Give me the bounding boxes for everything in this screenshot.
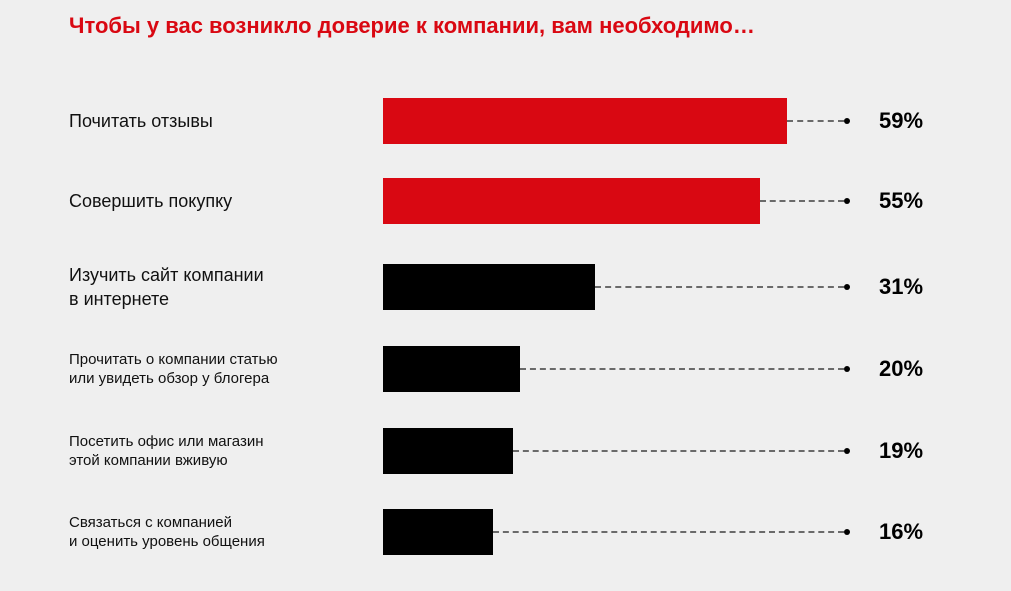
dashed-leader-line [760,200,844,202]
category-label: Посетить офис или магазин этой компании … [69,433,264,469]
bar [383,428,513,474]
chart-row: Изучить сайт компании в интернете 31% [0,264,1011,310]
chart-row: Прочитать о компании статью или увидеть … [0,346,1011,392]
value-label: 19% [879,438,924,463]
bar [383,346,520,392]
dashed-leader-line [787,120,844,122]
leader-dot-icon [844,366,850,372]
category-label: Почитать отзывы [69,111,213,131]
value-label: 20% [879,356,924,381]
dashed-leader-line [513,450,844,452]
leader-dot-icon [844,284,850,290]
bar [383,509,493,555]
chart-title: Чтобы у вас возникло доверие к компании,… [69,13,755,38]
leader-dot-icon [844,448,850,454]
category-label: Изучить сайт компании в интернете [69,265,264,309]
chart-row: Связаться с компанией и оценить уровень … [0,509,1011,555]
chart-row: Совершить покупку 55% [0,178,1011,224]
leader-dot-icon [844,118,850,124]
dashed-leader-line [520,368,844,370]
dashed-leader-line [595,286,844,288]
category-label: Совершить покупку [69,191,233,211]
bar [383,178,760,224]
chart-row: Почитать отзывы 59% [0,98,1011,144]
chart-row: Посетить офис или магазин этой компании … [0,428,1011,474]
value-label: 31% [879,274,924,299]
leader-dot-icon [844,529,850,535]
bar [383,98,787,144]
category-label: Связаться с компанией и оценить уровень … [69,514,265,550]
category-label: Прочитать о компании статью или увидеть … [69,351,278,387]
value-label: 55% [879,188,924,213]
value-label: 16% [879,519,924,544]
bar [383,264,595,310]
dashed-leader-line [493,531,844,533]
value-label: 59% [879,108,924,133]
leader-dot-icon [844,198,850,204]
